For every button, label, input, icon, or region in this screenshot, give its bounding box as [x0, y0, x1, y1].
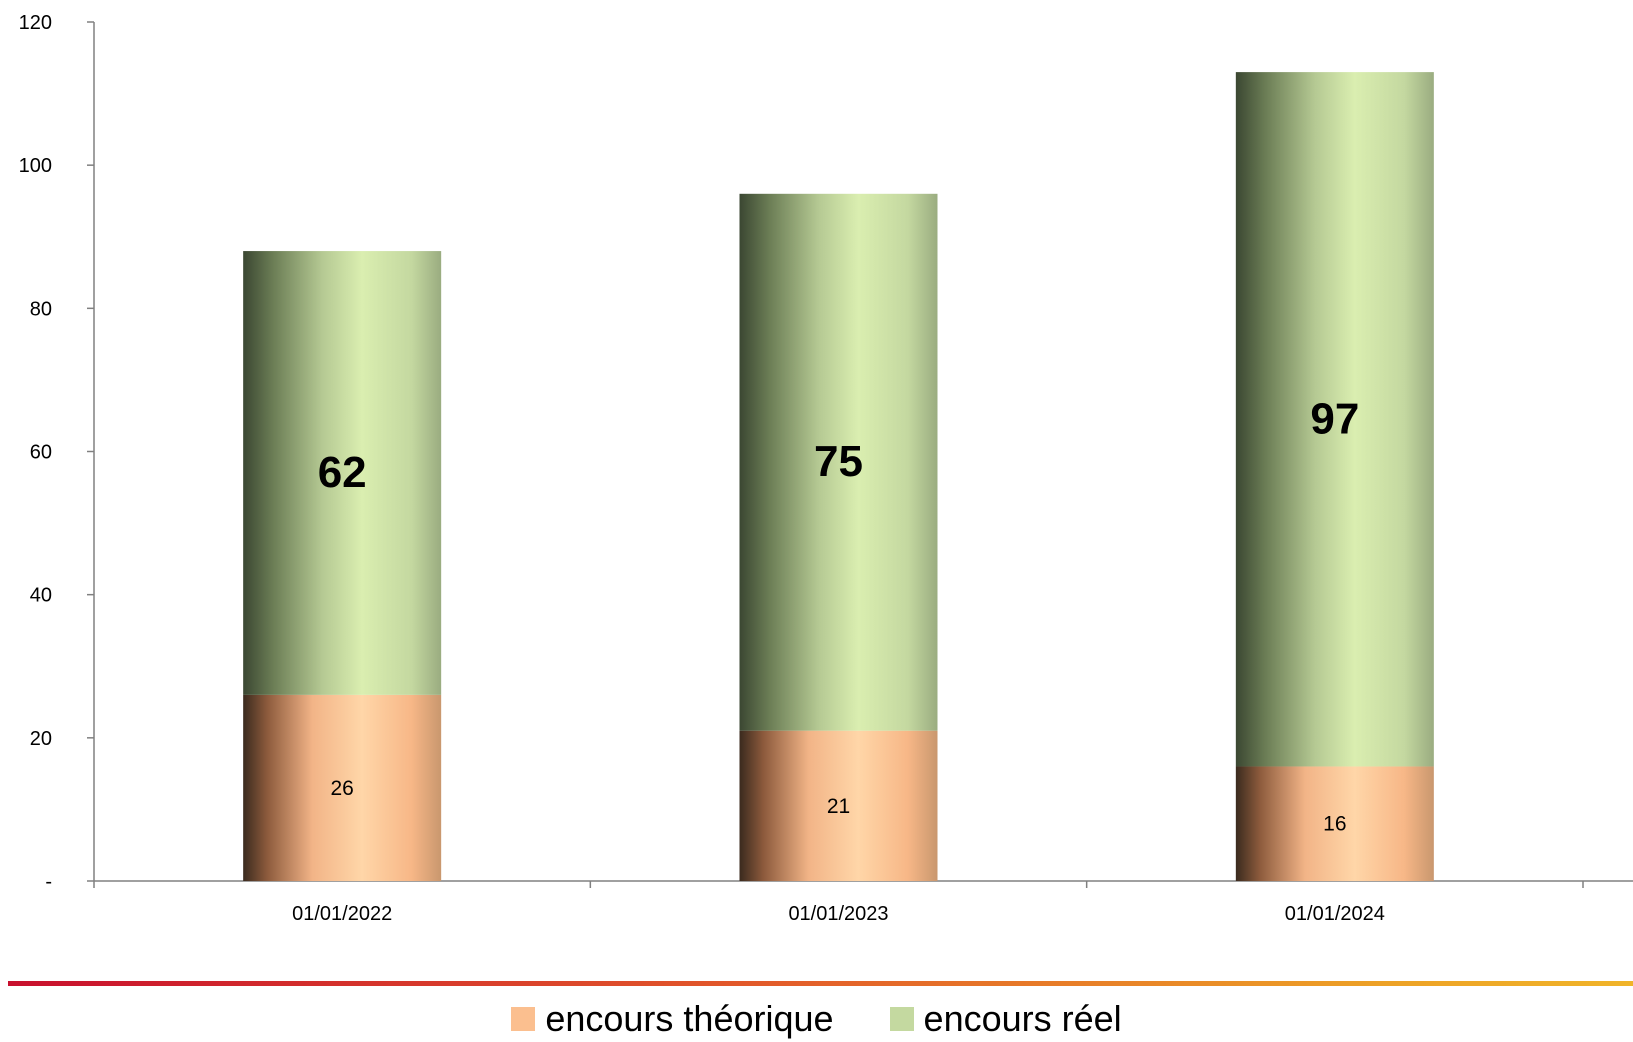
y-tick-label: 80: [30, 298, 52, 320]
x-axis: 01/01/2022 01/01/2023 01/01/2024: [93, 880, 1633, 925]
x-tick-label: 01/01/2022: [292, 903, 392, 925]
y-tick-label: 100: [19, 155, 52, 177]
bar-segment-encours-theorique: [1235, 766, 1434, 881]
legend: encours théorique encours réel: [0, 996, 1633, 1042]
data-label-encours-theorique: 16: [1323, 813, 1346, 836]
bar-segment-encours-reel: [1235, 72, 1434, 767]
data-label-encours-reel: 75: [814, 437, 863, 486]
bars: [243, 72, 1434, 881]
bar-segment-encours-reel: [243, 251, 442, 695]
bar-segment-encours-theorique: [243, 694, 442, 881]
data-label-encours-reel: 62: [318, 448, 367, 497]
y-tick-label: 20: [30, 728, 52, 750]
y-tick-label: 60: [30, 442, 52, 464]
x-tick-label: 01/01/2024: [1285, 903, 1385, 925]
bar-segment-encours-reel: [739, 193, 938, 731]
divider-line: [8, 981, 1633, 986]
legend-item-encours-reel: encours réel: [889, 998, 1122, 1040]
data-labels: 26 62 21 75 16 97: [318, 394, 1360, 835]
data-label-encours-theorique: 26: [330, 777, 353, 800]
legend-label-encours-theorique: encours théorique: [545, 998, 834, 1039]
legend-swatch-encours-theorique: [511, 1007, 536, 1031]
legend-item-encours-theorique: encours théorique: [511, 998, 834, 1040]
y-tick-label: 40: [30, 585, 52, 607]
legend-swatch-encours-reel: [889, 1007, 914, 1031]
bar-segment-encours-theorique: [739, 730, 938, 881]
data-label-encours-reel: 97: [1310, 394, 1359, 443]
legend-label-encours-reel: encours réel: [923, 998, 1122, 1039]
x-tick-label: 01/01/2023: [788, 903, 888, 925]
y-tick-label: 120: [19, 12, 52, 34]
y-tick-label: -: [45, 871, 52, 893]
data-label-encours-theorique: 21: [827, 795, 850, 818]
y-axis: - 20 40 60 80 100 120: [19, 12, 95, 893]
